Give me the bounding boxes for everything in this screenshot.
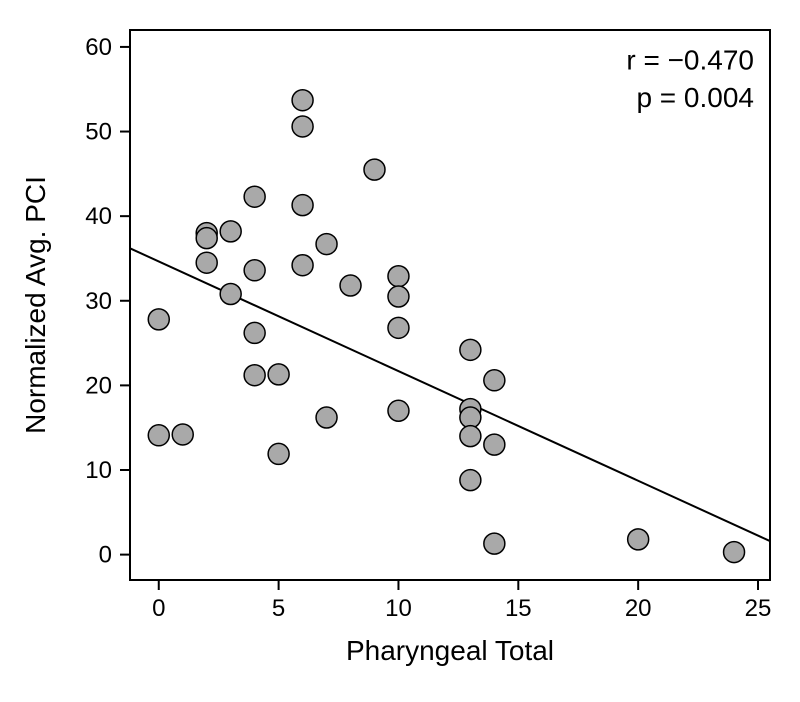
- data-point: [460, 426, 481, 447]
- y-axis-title: Normalized Avg. PCI: [20, 176, 51, 434]
- y-tick-label: 20: [85, 372, 112, 399]
- x-tick-label: 25: [745, 595, 772, 622]
- data-point: [292, 255, 313, 276]
- y-tick-label: 50: [85, 119, 112, 146]
- data-point: [268, 443, 289, 464]
- data-point: [316, 407, 337, 428]
- x-tick-label: 5: [272, 595, 285, 622]
- data-point: [220, 284, 241, 305]
- data-point: [484, 533, 505, 554]
- data-point: [460, 470, 481, 491]
- data-point: [148, 425, 169, 446]
- stat-annotation: r = −0.470: [626, 45, 754, 76]
- data-point: [244, 260, 265, 281]
- data-point: [460, 407, 481, 428]
- data-point: [196, 252, 217, 273]
- x-tick-label: 0: [152, 595, 165, 622]
- data-point: [388, 317, 409, 338]
- x-axis-title: Pharyngeal Total: [346, 635, 554, 666]
- data-point: [220, 221, 241, 242]
- y-tick-label: 40: [85, 203, 112, 230]
- data-point: [196, 228, 217, 249]
- scatter-chart: 0 5 10 15 20 25 0 10 20 30 40 50 60 Pharyngeal Total N…: [0, 0, 800, 702]
- data-point: [388, 266, 409, 287]
- data-point: [388, 286, 409, 307]
- data-point: [484, 434, 505, 455]
- data-point: [340, 275, 361, 296]
- data-point: [268, 364, 289, 385]
- x-tick-label: 15: [505, 595, 532, 622]
- data-point: [244, 322, 265, 343]
- data-point: [460, 339, 481, 360]
- data-point: [724, 542, 745, 563]
- data-point: [388, 400, 409, 421]
- y-tick-label: 30: [85, 288, 112, 315]
- data-point: [244, 186, 265, 207]
- y-tick-label: 10: [85, 457, 112, 484]
- stat-annotation: p = 0.004: [636, 82, 754, 113]
- chart-svg: 0 5 10 15 20 25 0 10 20 30 40 50 60 Pharyngeal Total N…: [0, 0, 800, 702]
- data-point: [628, 529, 649, 550]
- data-point: [292, 90, 313, 111]
- data-point: [484, 370, 505, 391]
- data-point: [244, 365, 265, 386]
- data-point: [364, 159, 385, 180]
- y-tick-label: 0: [99, 542, 112, 569]
- x-tick-label: 20: [625, 595, 652, 622]
- data-point: [292, 195, 313, 216]
- y-tick-label: 60: [85, 34, 112, 61]
- x-tick-label: 10: [385, 595, 412, 622]
- data-point: [172, 424, 193, 445]
- data-point: [148, 309, 169, 330]
- data-point: [316, 234, 337, 255]
- data-point: [292, 116, 313, 137]
